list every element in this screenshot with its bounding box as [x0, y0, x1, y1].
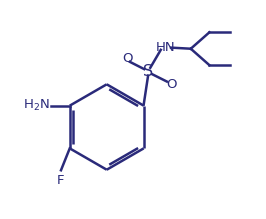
Text: S: S — [143, 64, 153, 79]
Text: HN: HN — [156, 41, 175, 54]
Text: F: F — [57, 174, 65, 187]
Text: H$_2$N: H$_2$N — [23, 98, 50, 113]
Text: O: O — [166, 78, 176, 91]
Text: O: O — [122, 52, 132, 65]
